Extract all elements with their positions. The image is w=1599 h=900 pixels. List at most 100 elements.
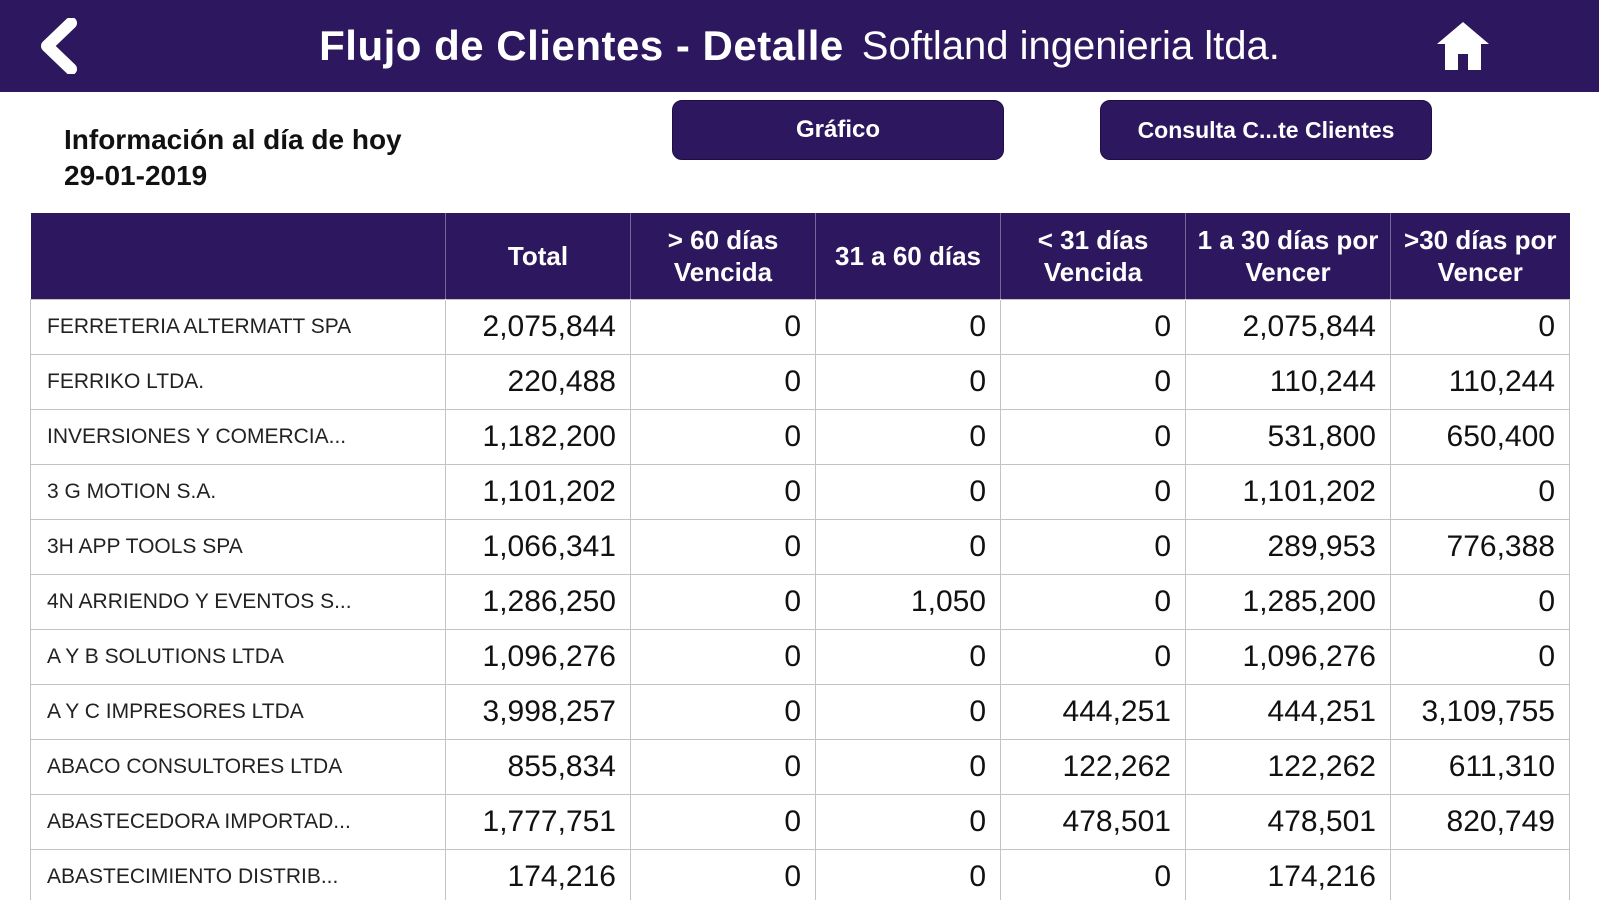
header-menos31-vencida: < 31 días Vencida xyxy=(1000,213,1186,299)
amount-cell: 174,216 xyxy=(445,848,631,900)
amount-cell: 0 xyxy=(815,463,1001,520)
client-name-cell: 3 G MOTION S.A. xyxy=(30,463,446,520)
amount-cell: 0 xyxy=(1000,573,1186,630)
amount-cell: 174,216 xyxy=(1185,848,1391,900)
amount-cell: 0 xyxy=(1000,518,1186,575)
amount-cell xyxy=(1390,848,1570,900)
amount-cell: 3,109,755 xyxy=(1390,683,1570,740)
header-client xyxy=(30,213,446,299)
amount-cell: 1,286,250 xyxy=(445,573,631,630)
client-name-cell: FERRETERIA ALTERMATT SPA xyxy=(30,298,446,355)
table-row[interactable]: ABACO CONSULTORES LTDA 855,834 0 0 122,262 12… xyxy=(30,738,1570,795)
amount-cell: 0 xyxy=(815,298,1001,355)
clients-table-container: Total > 60 días Vencida 31 a 60 días < 3… xyxy=(30,213,1570,900)
amount-cell: 444,251 xyxy=(1000,683,1186,740)
amount-cell: 0 xyxy=(1390,463,1570,520)
amount-cell: 0 xyxy=(1000,298,1186,355)
amount-cell: 122,262 xyxy=(1000,738,1186,795)
home-button[interactable] xyxy=(1435,20,1491,72)
page-title: Flujo de Clientes - Detalle xyxy=(319,22,844,69)
client-name-cell: INVERSIONES Y COMERCIA... xyxy=(30,408,446,465)
amount-cell: 0 xyxy=(1390,298,1570,355)
title-area: Flujo de Clientes - Detalle Softland ing… xyxy=(0,0,1599,92)
client-name-cell: ABASTECEDORA IMPORTAD... xyxy=(30,793,446,850)
client-name-cell: A Y C IMPRESORES LTDA xyxy=(30,683,446,740)
header-1a30-por-vencer: 1 a 30 días por Vencer xyxy=(1185,213,1391,299)
amount-cell: 1,101,202 xyxy=(1185,463,1391,520)
client-name-cell: FERRIKO LTDA. xyxy=(30,353,446,410)
table-row[interactable]: ABASTECIMIENTO DISTRIB... 174,216 0 0 0 174,2… xyxy=(30,848,1570,900)
amount-cell: 611,310 xyxy=(1390,738,1570,795)
table-row[interactable]: FERRETERIA ALTERMATT SPA 2,075,844 0 0 0 2,07… xyxy=(30,298,1570,355)
amount-cell: 110,244 xyxy=(1185,353,1391,410)
amount-cell: 1,182,200 xyxy=(445,408,631,465)
amount-cell: 289,953 xyxy=(1185,518,1391,575)
amount-cell: 531,800 xyxy=(1185,408,1391,465)
amount-cell: 0 xyxy=(1000,408,1186,465)
client-name-cell: ABASTECIMIENTO DISTRIB... xyxy=(30,848,446,900)
grafico-button-label: Gráfico xyxy=(795,116,881,143)
grafico-button[interactable]: Gráfico xyxy=(672,100,1004,160)
amount-cell: 0 xyxy=(630,298,816,355)
client-name-cell: 3H APP TOOLS SPA xyxy=(30,518,446,575)
amount-cell: 0 xyxy=(630,408,816,465)
amount-cell: 0 xyxy=(630,353,816,410)
consulta-clientes-button-label: Consulta C...te Clientes xyxy=(1137,116,1395,143)
chevron-left-icon xyxy=(41,18,77,74)
amount-cell: 776,388 xyxy=(1390,518,1570,575)
amount-cell: 2,075,844 xyxy=(445,298,631,355)
table-row[interactable]: A Y C IMPRESORES LTDA 3,998,257 0 0 444,251 4… xyxy=(30,683,1570,740)
amount-cell: 0 xyxy=(1000,463,1186,520)
amount-cell: 0 xyxy=(630,848,816,900)
amount-cell: 1,096,276 xyxy=(1185,628,1391,685)
amount-cell: 0 xyxy=(815,738,1001,795)
table-row[interactable]: 3H APP TOOLS SPA 1,066,341 0 0 0 289,953 776,3… xyxy=(30,518,1570,575)
amount-cell: 1,101,202 xyxy=(445,463,631,520)
amount-cell: 478,501 xyxy=(1185,793,1391,850)
amount-cell: 0 xyxy=(815,793,1001,850)
amount-cell: 2,075,844 xyxy=(1185,298,1391,355)
amount-cell: 0 xyxy=(630,683,816,740)
amount-cell: 0 xyxy=(630,518,816,575)
amount-cell: 0 xyxy=(815,848,1001,900)
table-body: FERRETERIA ALTERMATT SPA 2,075,844 0 0 0 2,07… xyxy=(30,298,1570,900)
clients-table: Total > 60 días Vencida 31 a 60 días < 3… xyxy=(30,213,1570,900)
amount-cell: 0 xyxy=(630,573,816,630)
amount-cell: 220,488 xyxy=(445,353,631,410)
table-row[interactable]: FERRIKO LTDA. 220,488 0 0 0 110,244 110,244 xyxy=(30,353,1570,410)
header-31a60-dias: 31 a 60 días xyxy=(815,213,1001,299)
client-name-cell: A Y B SOLUTIONS LTDA xyxy=(30,628,446,685)
table-row[interactable]: INVERSIONES Y COMERCIA... 1,182,200 0 0 0 531… xyxy=(30,408,1570,465)
amount-cell: 1,285,200 xyxy=(1185,573,1391,630)
table-row[interactable]: ABASTECEDORA IMPORTAD... 1,777,751 0 0 478,5… xyxy=(30,793,1570,850)
info-date: 29-01-2019 xyxy=(64,160,208,191)
back-button[interactable] xyxy=(28,14,88,78)
table-row[interactable]: A Y B SOLUTIONS LTDA 1,096,276 0 0 0 1,096,27… xyxy=(30,628,1570,685)
table-row[interactable]: 3 G MOTION S.A. 1,101,202 0 0 0 1,101,202 0 xyxy=(30,463,1570,520)
amount-cell: 0 xyxy=(630,738,816,795)
amount-cell: 1,050 xyxy=(815,573,1001,630)
table-row[interactable]: 4N ARRIENDO Y EVENTOS S... 1,286,250 0 1,05… xyxy=(30,573,1570,630)
amount-cell: 0 xyxy=(815,353,1001,410)
amount-cell: 122,262 xyxy=(1185,738,1391,795)
table-header: Total > 60 días Vencida 31 a 60 días < 3… xyxy=(30,213,1570,299)
amount-cell: 0 xyxy=(1390,573,1570,630)
info-line: Información al día de hoy xyxy=(64,124,402,155)
amount-cell: 0 xyxy=(630,463,816,520)
header-mas60-vencida: > 60 días Vencida xyxy=(630,213,816,299)
company-name: Softland ingenieria ltda. xyxy=(861,23,1280,68)
amount-cell: 3,998,257 xyxy=(445,683,631,740)
info-date-block: Información al día de hoy 29-01-2019 xyxy=(64,122,402,194)
client-name-cell: 4N ARRIENDO Y EVENTOS S... xyxy=(30,573,446,630)
amount-cell: 820,749 xyxy=(1390,793,1570,850)
amount-cell: 1,066,341 xyxy=(445,518,631,575)
amount-cell: 1,777,751 xyxy=(445,793,631,850)
amount-cell: 0 xyxy=(815,628,1001,685)
amount-cell: 0 xyxy=(1000,628,1186,685)
header-total: Total xyxy=(445,213,631,299)
amount-cell: 650,400 xyxy=(1390,408,1570,465)
consulta-clientes-button[interactable]: Consulta C...te Clientes xyxy=(1100,100,1432,160)
amount-cell: 1,096,276 xyxy=(445,628,631,685)
amount-cell: 0 xyxy=(1390,628,1570,685)
